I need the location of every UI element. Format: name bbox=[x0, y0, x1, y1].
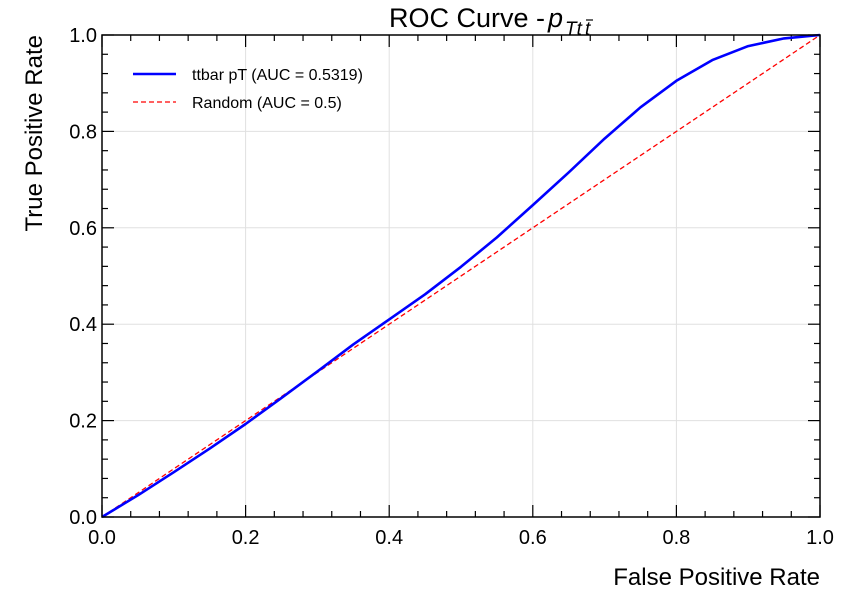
random-baseline-line bbox=[101, 34, 821, 518]
series-layer bbox=[101, 33, 821, 519]
x-tick-label: 0.2 bbox=[232, 527, 260, 549]
x-tick-label: 0.4 bbox=[375, 527, 403, 549]
legend-label: ttbar pT (AUC = 0.5319) bbox=[192, 67, 363, 84]
chart-title: ROC Curve - bbox=[389, 3, 545, 33]
grid bbox=[102, 35, 820, 517]
y-tick-label: 0.2 bbox=[69, 411, 97, 433]
y-axis-label: True Positive Rate bbox=[21, 35, 48, 232]
y-tick-label: 0.0 bbox=[69, 507, 97, 529]
ticks: 0.0 0.2 0.4 0.6 0.8 1.0 0.0 0.2 0.4 0.6 0.8 1.0 bbox=[69, 25, 834, 549]
y-tick-label: 0.6 bbox=[69, 218, 97, 240]
y-tick-label: 0.4 bbox=[69, 314, 97, 336]
x-axis-label: False Positive Rate bbox=[613, 564, 820, 591]
y-tick-label: 1.0 bbox=[69, 25, 97, 47]
title-math-subscript: Tt bbox=[565, 19, 583, 40]
plot-frame bbox=[101, 34, 821, 518]
title-math-base: p bbox=[547, 3, 563, 33]
x-tick-label: 1.0 bbox=[806, 527, 834, 549]
title-math-subscript-bar: t bbox=[585, 19, 591, 40]
ttbar-pt-roc-line bbox=[101, 33, 821, 519]
x-tick-label: 0.8 bbox=[662, 527, 690, 549]
x-tick-label: 0.6 bbox=[519, 527, 547, 549]
y-tick-label: 0.8 bbox=[69, 121, 97, 143]
legend: ttbar pT (AUC = 0.5319) Random (AUC = 0.5… bbox=[133, 67, 363, 112]
legend-label: Random (AUC = 0.5) bbox=[192, 95, 342, 112]
x-tick-label: 0.0 bbox=[88, 527, 116, 549]
